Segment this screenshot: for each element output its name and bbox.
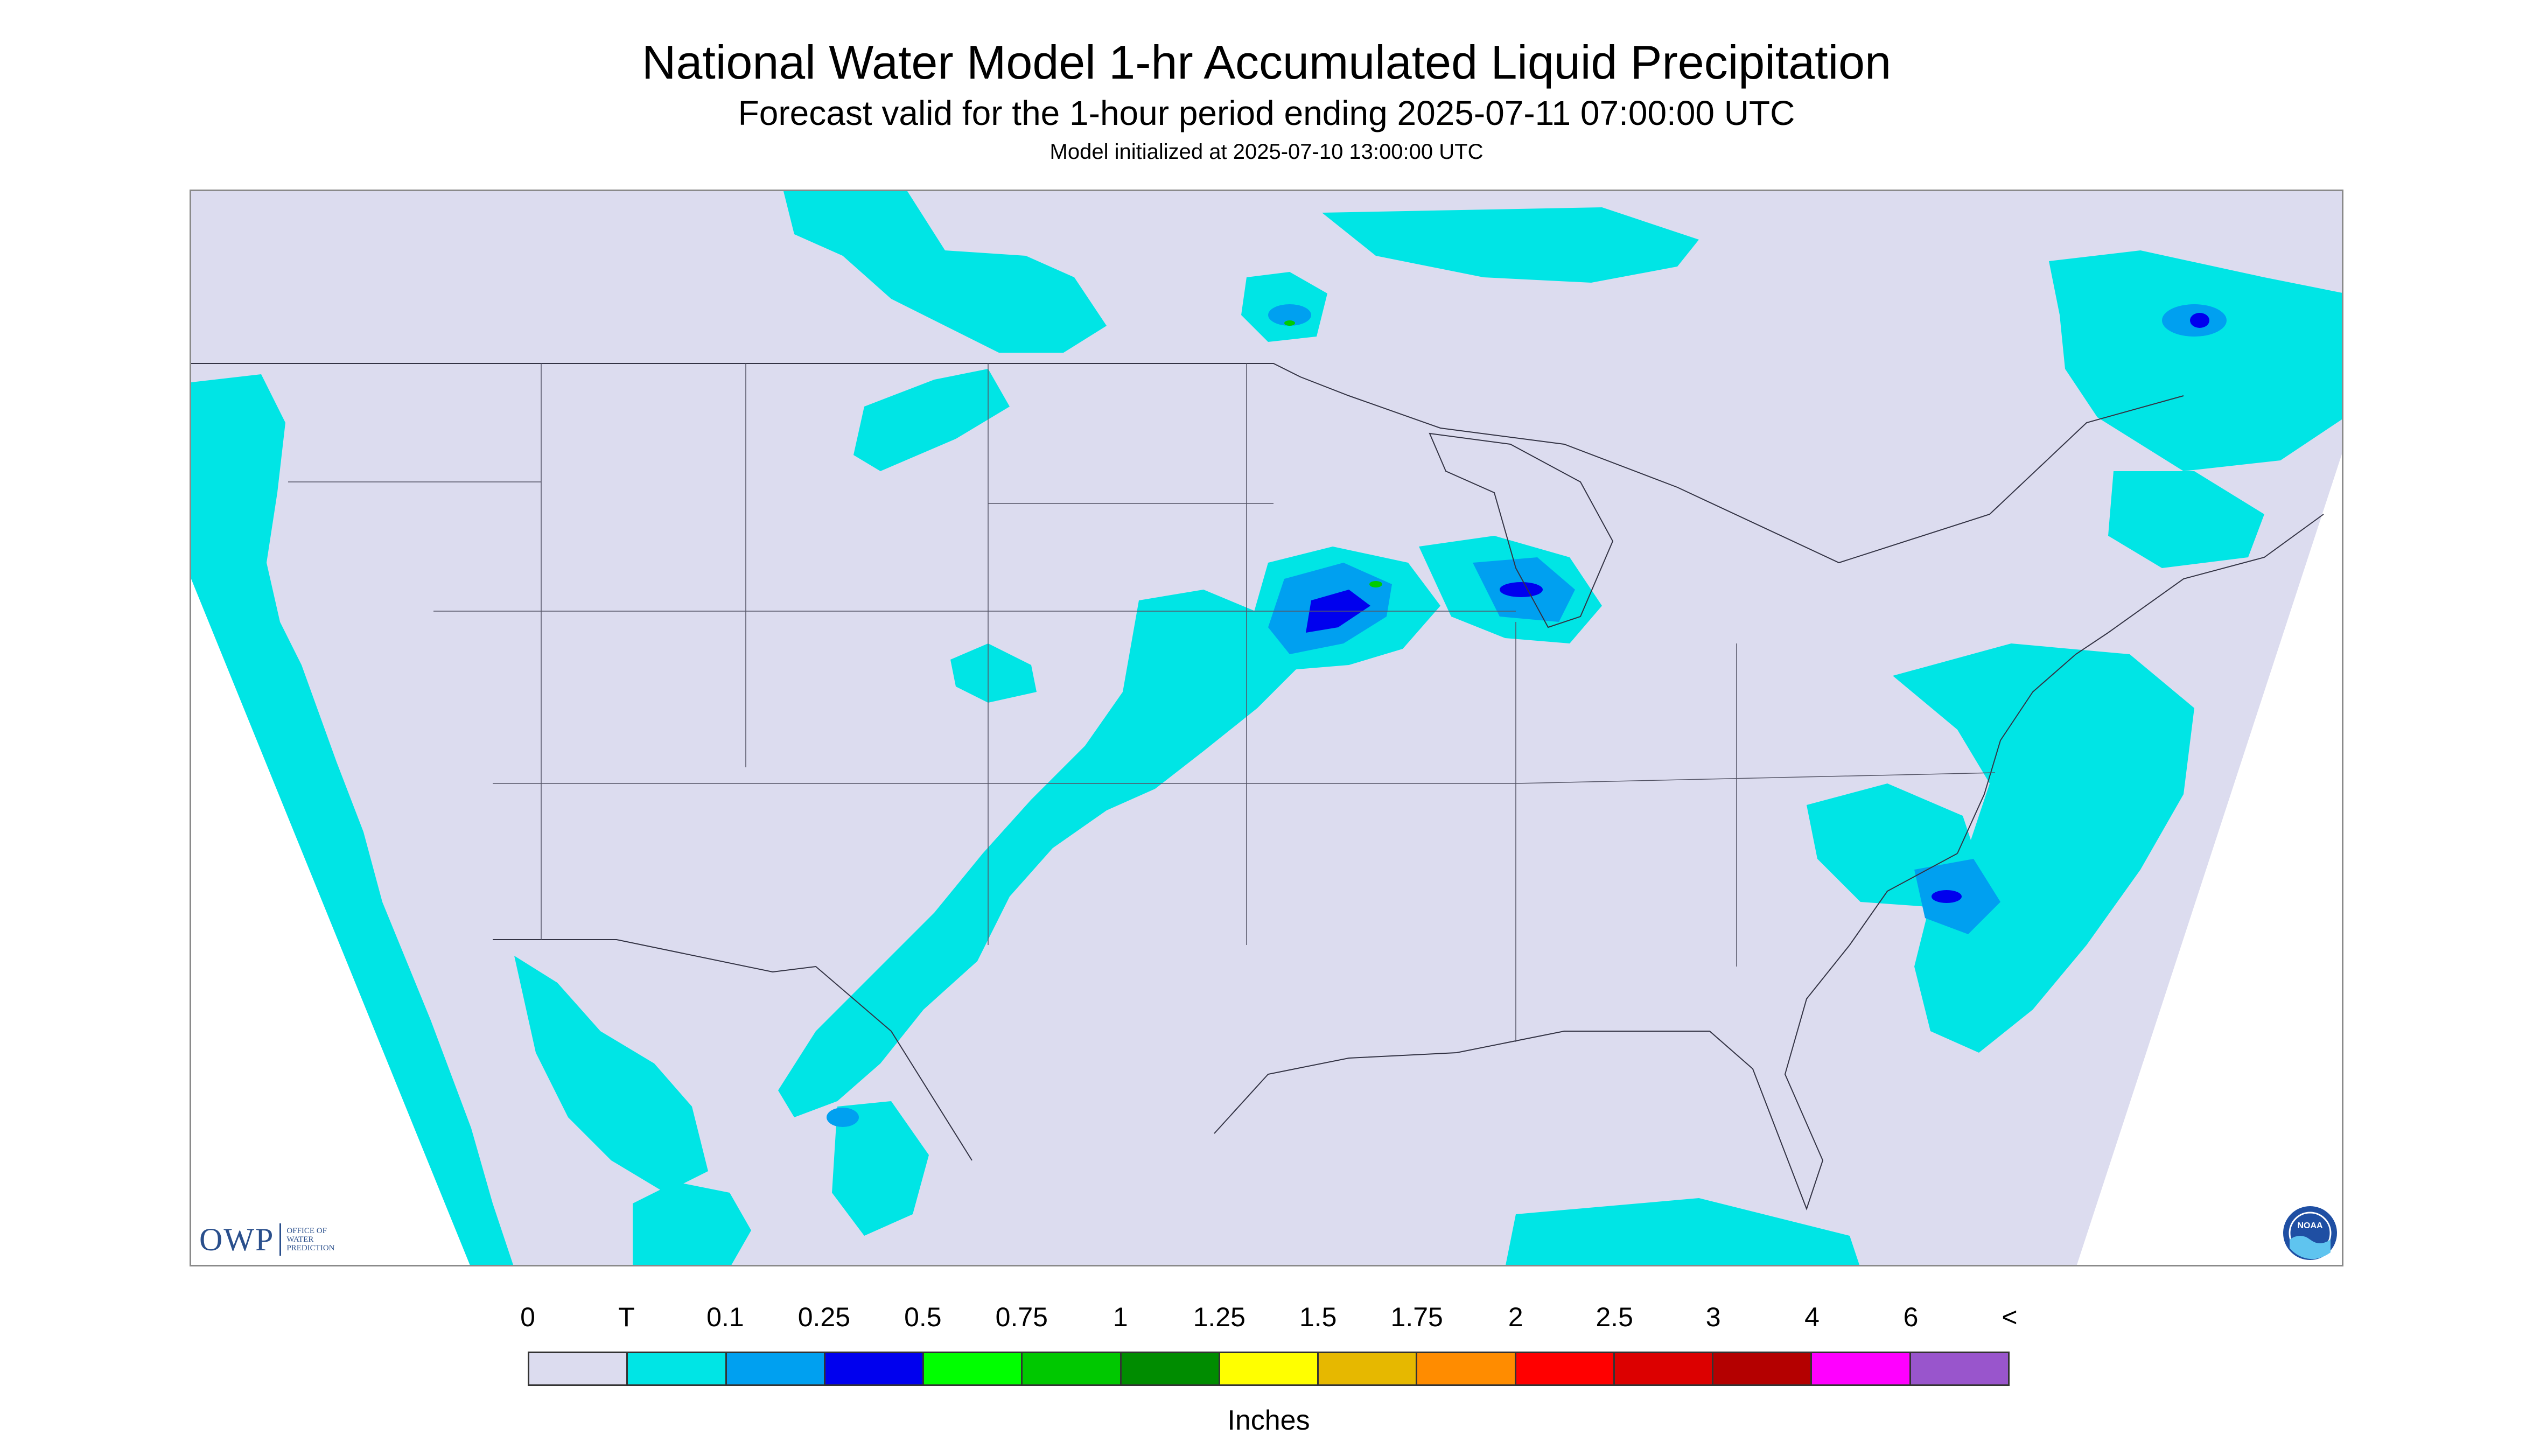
map-svg [191, 191, 2342, 1265]
precip-spot-quebec-core [2190, 313, 2209, 328]
precip-area-canada-prairie [783, 191, 1107, 353]
precip-area-oklahoma [950, 643, 1037, 703]
legend-label: 0 [520, 1302, 535, 1332]
state-line-9 [1515, 772, 1996, 784]
legend-swatch [1319, 1353, 1418, 1384]
precip-area-plains-band [778, 590, 1300, 1117]
precip-area-mexico-west [633, 1182, 751, 1265]
map-title: National Water Model 1-hr Accumulated Li… [641, 36, 1892, 89]
legend-swatch [726, 1353, 825, 1384]
model-domain [191, 191, 2342, 1265]
legend-swatch [529, 1353, 628, 1384]
precip-area-pacific [191, 374, 513, 1265]
legend-swatch [628, 1353, 727, 1384]
legend-label: 0.1 [706, 1302, 744, 1332]
precip-spot-texas [827, 1108, 859, 1127]
precip-heavy-layer [1284, 320, 1382, 587]
precip-spot-canada-heavy [1284, 320, 1295, 326]
legend-swatch [1220, 1353, 1319, 1384]
legend-label: T [618, 1302, 635, 1332]
great-lakes-outline [1429, 432, 1614, 628]
precip-spot-carolinas [1932, 890, 1962, 903]
color-legend: 0 T 0.1 0.25 0.5 0.75 1 1.25 1.5 1.75 2 2.5 3 4 6 < Inc… [520, 1298, 2018, 1438]
gulf-coastline [1214, 853, 1958, 1210]
precip-area-new-england [2108, 471, 2264, 568]
owp-logo-divider [279, 1223, 282, 1256]
legend-swatch [1614, 1353, 1714, 1384]
precip-area-south-texas [832, 1101, 929, 1236]
legend-swatch [1417, 1353, 1516, 1384]
owp-logo-text: OWP [199, 1221, 275, 1257]
precipitation-map [190, 190, 2343, 1266]
boundary-lines [191, 363, 2324, 1210]
legend-label: 0.75 [995, 1302, 1048, 1332]
legend-label: 4 [1804, 1302, 1820, 1332]
legend-swatch [1911, 1353, 2008, 1384]
legend-label: 1.25 [1193, 1302, 1245, 1332]
mexico-us-border [493, 939, 972, 1161]
precip-area-quebec [1322, 207, 1699, 283]
legend-swatch [1812, 1353, 1911, 1384]
owp-logo-line: WATER [286, 1235, 314, 1244]
legend-label: 2.5 [1596, 1302, 1633, 1332]
legend-label: 1.5 [1299, 1302, 1337, 1332]
legend-label: 0.5 [904, 1302, 942, 1332]
precip-area-maine-canada [2049, 250, 2342, 471]
legend-label: < [2002, 1302, 2018, 1332]
legend-label: 3 [1705, 1302, 1721, 1332]
precip-spot-canada-east [1268, 304, 1311, 326]
legend-units: Inches [1227, 1405, 1310, 1436]
legend-label: 2 [1508, 1302, 1523, 1332]
precip-area-montana-north [853, 369, 1010, 471]
precip-area-gulf-east [1506, 1198, 1859, 1265]
noaa-logo-text: NOAA [2297, 1221, 2323, 1230]
legend-label: 1.75 [1390, 1302, 1443, 1332]
legend-label: 1 [1112, 1302, 1128, 1332]
precip-spot-iowa-heavy [1369, 581, 1382, 587]
owp-logo: OWP OFFICE OF WATER PREDICTION [199, 1218, 335, 1261]
noaa-logo: NOAA [2282, 1205, 2338, 1261]
legend-swatch [1713, 1353, 1813, 1384]
legend-label: 0.25 [797, 1302, 851, 1332]
precip-area-baja [514, 956, 708, 1193]
state-lines [288, 363, 1996, 1042]
legend-swatch [1023, 1353, 1122, 1384]
legend-labels: 0 T 0.1 0.25 0.5 0.75 1 1.25 1.5 1.75 2 2.5 3 4 6 < [520, 1298, 2018, 1335]
legend-swatch [1516, 1353, 1615, 1384]
atlantic-coastline [1957, 514, 2324, 854]
forecast-valid-subtitle: Forecast valid for the 1-hour period end… [738, 94, 1795, 132]
legend-swatch [1121, 1353, 1220, 1384]
owp-logo-line: OFFICE OF [286, 1227, 327, 1235]
precip-area-offshore-atlantic [1893, 643, 2194, 1053]
legend-swatch [825, 1353, 925, 1384]
legend-color-bar [528, 1352, 2010, 1386]
model-init-text: Model initialized at 2025-07-10 13:00:00… [1049, 140, 1484, 164]
legend-swatch [924, 1353, 1023, 1384]
owp-logo-subtext: OFFICE OF WATER PREDICTION [286, 1227, 334, 1252]
owp-logo-line: PREDICTION [286, 1244, 335, 1252]
legend-label: 6 [1903, 1302, 1919, 1332]
precip-spot-michigan [1500, 582, 1543, 597]
noaa-emblem-icon [2283, 1206, 2337, 1260]
canada-us-border [191, 363, 2184, 564]
